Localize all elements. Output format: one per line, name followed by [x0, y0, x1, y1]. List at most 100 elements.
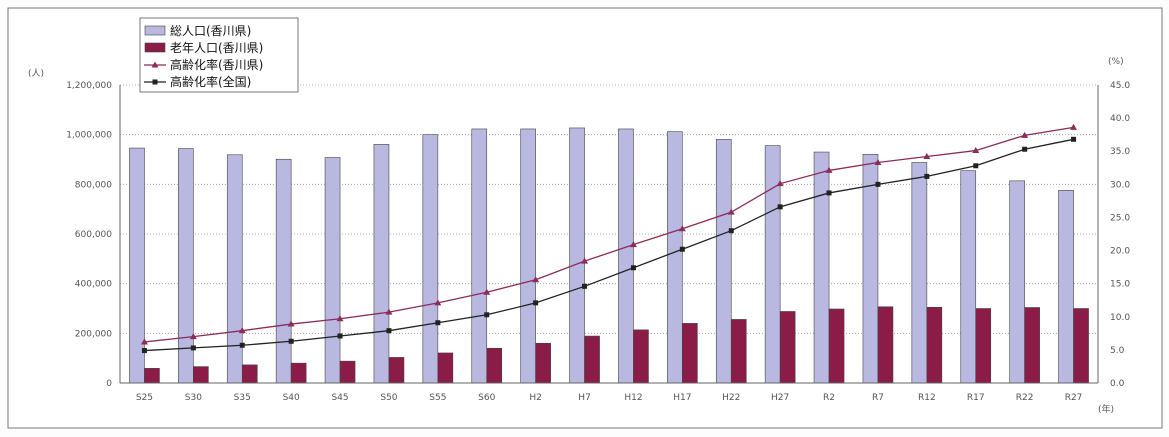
x-tick-label: S25 — [136, 393, 153, 403]
bar — [290, 362, 307, 384]
bar — [828, 308, 845, 384]
bar — [667, 131, 683, 384]
left-tick-label: 600,000 — [75, 230, 112, 240]
left-tick-label: 1,200,000 — [66, 81, 112, 91]
bar — [764, 145, 781, 384]
point — [923, 153, 931, 160]
bar — [633, 329, 649, 384]
point — [582, 283, 588, 289]
legend-marker — [152, 79, 158, 85]
bar — [520, 128, 536, 384]
right-tick-label: 20.0 — [1110, 247, 1130, 257]
bar — [730, 319, 747, 384]
right-tick-label: 25.0 — [1110, 213, 1130, 223]
point — [1022, 146, 1028, 152]
bar — [324, 157, 341, 384]
point — [826, 190, 832, 196]
right-tick-label: 35.0 — [1110, 147, 1130, 157]
point — [434, 299, 442, 306]
point — [875, 181, 881, 187]
left-tick-label: 400,000 — [75, 280, 112, 290]
legend: 総人口(香川県) 老年人口(香川県) 高齢化率(香川県) 高齢化率(全国) — [139, 17, 299, 93]
point — [777, 204, 783, 210]
bar — [877, 306, 894, 384]
legend-swatch — [144, 25, 166, 36]
legend-label: 老年人口(香川県) — [170, 41, 263, 55]
x-tick-label: H27 — [771, 393, 789, 403]
bar — [569, 127, 585, 384]
point — [288, 338, 294, 344]
left-tick-label: 200,000 — [75, 329, 112, 339]
legend-label: 高齢化率(香川県) — [170, 57, 263, 72]
right-axis-unit: (%) — [1108, 57, 1124, 67]
point — [629, 241, 637, 248]
point — [972, 147, 980, 154]
point — [776, 180, 784, 187]
x-tick-label: R17 — [967, 393, 985, 403]
point — [140, 338, 148, 345]
point — [1021, 131, 1029, 138]
point — [386, 328, 392, 334]
bar — [275, 158, 292, 384]
bar — [813, 151, 830, 384]
right-tick-label: 10.0 — [1110, 313, 1130, 323]
point — [924, 173, 930, 179]
bar — [975, 308, 992, 384]
x-tick-label: S30 — [185, 393, 202, 403]
legend-box — [139, 17, 299, 93]
point — [435, 320, 441, 326]
point — [727, 208, 735, 215]
bar — [584, 335, 600, 384]
left-tick-label: 800,000 — [75, 180, 112, 190]
x-tick-label: R2 — [823, 393, 835, 403]
point — [336, 315, 344, 322]
bar — [422, 134, 439, 384]
axes-layer: 0 200,000 400,000 600,000 800,000 1,000,000 1,… — [66, 81, 1130, 403]
point — [630, 265, 636, 271]
bar — [1058, 189, 1074, 384]
right-tick-label: 5.0 — [1110, 346, 1125, 356]
bar — [715, 139, 732, 384]
point — [728, 228, 734, 234]
bar — [926, 306, 943, 384]
bar — [535, 342, 551, 384]
bar — [1009, 180, 1025, 384]
left-axis-unit: (人) — [28, 68, 44, 79]
x-tick-label: S55 — [429, 393, 446, 403]
point — [679, 246, 685, 252]
bar — [1073, 308, 1089, 384]
point — [239, 342, 245, 348]
point — [533, 300, 539, 306]
x-axis-unit: (年) — [1098, 403, 1114, 415]
series-line — [144, 138, 1074, 352]
point — [1071, 136, 1077, 142]
point — [678, 225, 686, 232]
right-tick-label: 45.0 — [1110, 81, 1130, 91]
lines-layer — [140, 123, 1078, 354]
bar — [226, 154, 243, 384]
x-tick-label: H22 — [722, 393, 740, 403]
x-tick-label: H17 — [673, 393, 691, 403]
right-tick-label: 40.0 — [1110, 114, 1130, 124]
x-tick-label: H7 — [578, 393, 591, 403]
bar — [193, 366, 209, 384]
right-tick-label: 15.0 — [1110, 280, 1130, 290]
point — [190, 345, 196, 351]
bar — [471, 128, 488, 384]
series-line — [144, 126, 1074, 343]
left-tick-label: 0 — [106, 379, 112, 389]
bar — [339, 360, 356, 384]
legend-swatch — [144, 42, 166, 53]
point — [532, 276, 540, 283]
bar — [911, 162, 928, 384]
bar — [437, 352, 454, 384]
bar — [129, 147, 145, 384]
bar — [373, 144, 390, 384]
legend-label: 高齢化率(全国) — [170, 74, 251, 89]
bar — [779, 311, 796, 384]
legend-label: 総人口(香川県) — [170, 24, 251, 38]
x-tick-label: H2 — [529, 393, 542, 403]
point — [484, 312, 490, 318]
x-tick-label: S60 — [478, 393, 495, 403]
point — [238, 327, 246, 334]
